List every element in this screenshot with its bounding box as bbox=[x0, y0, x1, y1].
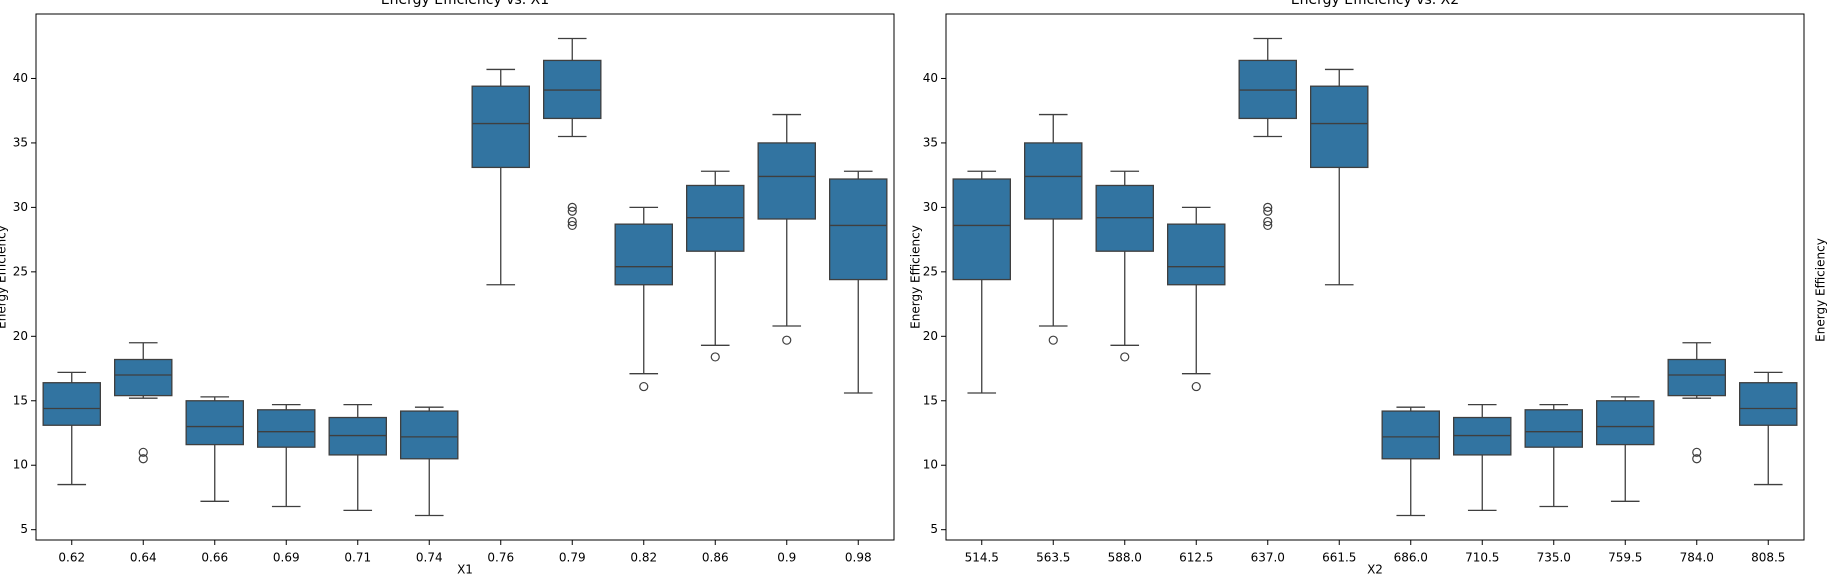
outlier bbox=[1120, 352, 1130, 362]
outlier bbox=[1263, 206, 1273, 216]
x-tick-label: 0.86 bbox=[702, 551, 729, 565]
x-tick-label: 588.0 bbox=[1108, 551, 1142, 565]
x-tick-label: 735.0 bbox=[1537, 551, 1571, 565]
y-tick-label: 10 bbox=[923, 458, 938, 472]
box bbox=[1524, 409, 1584, 448]
box bbox=[256, 409, 316, 448]
box bbox=[829, 178, 888, 281]
chart-title: Energy Efficiency vs. X1 bbox=[381, 0, 549, 8]
x-axis-label: X1 bbox=[457, 563, 473, 577]
x-tick-label: 759.5 bbox=[1608, 551, 1642, 565]
x-tick-label: 0.62 bbox=[58, 551, 85, 565]
box bbox=[757, 142, 817, 220]
outlier bbox=[710, 352, 720, 362]
x-tick-label: 0.9 bbox=[777, 551, 796, 565]
x-tick-label: 661.5 bbox=[1322, 551, 1356, 565]
x-tick-label: 0.82 bbox=[630, 551, 657, 565]
y-axis-label: Energy Efficiency bbox=[0, 225, 9, 329]
y-tick-label: 15 bbox=[13, 393, 28, 407]
outlier bbox=[138, 454, 148, 464]
y-tick-label: 25 bbox=[923, 264, 938, 278]
outlier bbox=[1692, 454, 1702, 464]
outlier bbox=[1048, 335, 1058, 345]
x-tick-label: 612.5 bbox=[1179, 551, 1213, 565]
x-tick-label: 0.98 bbox=[845, 551, 872, 565]
box bbox=[471, 85, 530, 169]
chart-title: Energy Efficiency vs. X2 bbox=[1291, 0, 1459, 8]
x-tick-label: 0.66 bbox=[201, 551, 228, 565]
box bbox=[1739, 382, 1798, 426]
y-tick-label: 30 bbox=[13, 200, 28, 214]
x-axis-label: X2 bbox=[1367, 563, 1383, 577]
box bbox=[185, 400, 244, 446]
box bbox=[1024, 142, 1083, 220]
x-tick-label: 0.79 bbox=[559, 551, 586, 565]
box bbox=[614, 223, 674, 286]
y-tick-label: 10 bbox=[13, 458, 28, 472]
outlier bbox=[639, 381, 649, 392]
outlier bbox=[1692, 447, 1702, 457]
y-tick-label: 5 bbox=[20, 522, 28, 536]
box bbox=[42, 382, 102, 426]
outlier bbox=[567, 206, 577, 216]
x-tick-label: 0.69 bbox=[273, 551, 300, 565]
outlier bbox=[1263, 216, 1273, 227]
outlier bbox=[567, 202, 577, 212]
outlier bbox=[1191, 381, 1201, 392]
y-tick-label: 40 bbox=[923, 71, 938, 85]
box bbox=[399, 410, 459, 460]
x-tick-label: 0.76 bbox=[487, 551, 514, 565]
box bbox=[1381, 410, 1441, 460]
x-tick-label: 563.5 bbox=[1036, 551, 1070, 565]
outlier bbox=[1263, 202, 1273, 212]
x-tick-label: 686.0 bbox=[1394, 551, 1428, 565]
outlier bbox=[1263, 220, 1273, 231]
x-tick-label: 784.0 bbox=[1680, 551, 1714, 565]
y-tick-label: 20 bbox=[923, 329, 938, 343]
x-tick-label: 514.5 bbox=[965, 551, 999, 565]
outlier bbox=[567, 220, 577, 231]
y-tick-label: 30 bbox=[923, 200, 938, 214]
x-tick-label: 0.64 bbox=[130, 551, 157, 565]
y-tick-label: 40 bbox=[13, 71, 28, 85]
box bbox=[1667, 358, 1727, 397]
y-tick-label: 5 bbox=[930, 522, 938, 536]
y-tick-label: 15 bbox=[923, 393, 938, 407]
y-tick-label: 35 bbox=[13, 135, 28, 149]
cropped-y-label: Energy Efficiency bbox=[1814, 238, 1828, 342]
y-tick-label: 35 bbox=[923, 135, 938, 149]
axes-frame bbox=[945, 13, 1805, 541]
x-tick-label: 637.0 bbox=[1251, 551, 1285, 565]
x-tick-label: 710.5 bbox=[1465, 551, 1499, 565]
box bbox=[114, 358, 173, 397]
y-axis-label: Energy Efficiency bbox=[909, 225, 923, 329]
box bbox=[1596, 400, 1655, 446]
outlier bbox=[567, 216, 577, 227]
outlier bbox=[138, 447, 148, 457]
axes-frame bbox=[35, 13, 895, 541]
box bbox=[1310, 85, 1369, 169]
x-tick-label: 0.71 bbox=[344, 551, 371, 565]
y-tick-label: 25 bbox=[13, 264, 28, 278]
x-tick-label: 0.74 bbox=[416, 551, 443, 565]
outlier bbox=[782, 335, 792, 345]
box bbox=[952, 178, 1012, 281]
y-tick-label: 20 bbox=[13, 329, 28, 343]
x-tick-label: 808.5 bbox=[1751, 551, 1785, 565]
box bbox=[1167, 223, 1226, 286]
